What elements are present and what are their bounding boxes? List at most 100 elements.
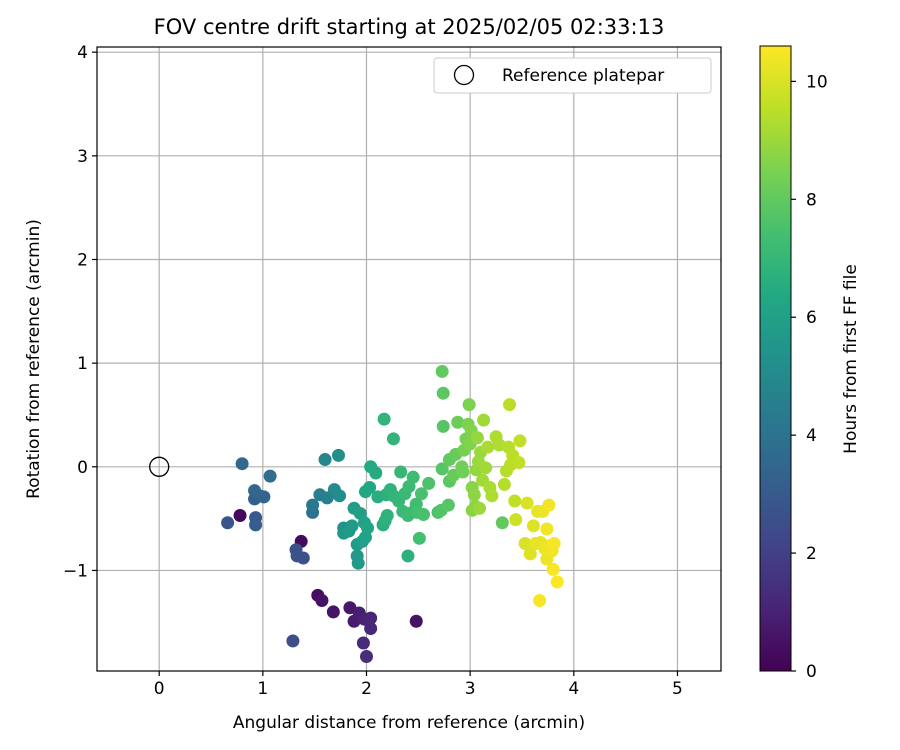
data-point	[485, 489, 499, 503]
data-point	[550, 575, 564, 589]
data-point	[540, 522, 554, 536]
plot-frame	[96, 46, 722, 672]
data-point	[364, 622, 378, 636]
data-point	[472, 501, 486, 515]
data-point	[518, 537, 532, 551]
legend-label: Reference platepar	[502, 66, 664, 86]
data-point	[296, 551, 310, 565]
data-point	[233, 509, 247, 523]
data-point	[361, 521, 375, 535]
reference-point-marker	[149, 456, 170, 477]
data-point	[513, 434, 527, 448]
data-point	[542, 498, 556, 512]
colorbar-ticks: 0 2 4 6 8 10	[791, 72, 828, 682]
data-point	[386, 432, 400, 446]
legend: Reference platepar	[433, 57, 712, 94]
data-point	[481, 440, 495, 454]
x-axis-ticks: 0 1 2 3 4 5	[154, 671, 683, 699]
data-point	[333, 489, 347, 503]
data-point	[380, 509, 394, 523]
grid-lines	[97, 47, 721, 671]
y-tick-label: 1	[77, 354, 88, 374]
colorbar	[759, 45, 792, 672]
data-point	[477, 413, 491, 427]
data-point	[495, 516, 509, 530]
data-point	[435, 364, 449, 378]
x-tick-label: 2	[361, 679, 372, 699]
data-point	[318, 453, 332, 467]
data-point	[467, 488, 481, 502]
data-point	[351, 556, 365, 570]
data-point	[470, 431, 484, 445]
data-point	[306, 498, 320, 512]
y-tick-label: 0	[77, 458, 88, 478]
data-point	[257, 490, 271, 504]
x-tick-label: 0	[154, 679, 165, 699]
data-point	[526, 519, 540, 533]
y-tick-label: −1	[63, 561, 88, 581]
data-point	[497, 477, 511, 491]
data-point	[406, 470, 420, 484]
data-point	[360, 649, 374, 663]
data-point	[422, 476, 436, 490]
data-point	[451, 415, 465, 429]
x-tick-label: 3	[465, 679, 476, 699]
data-point	[332, 448, 346, 462]
data-point	[401, 549, 415, 563]
data-point	[412, 531, 426, 545]
data-point	[364, 611, 378, 625]
colorbar-tick-label: 2	[806, 544, 817, 564]
data-point	[479, 461, 493, 475]
data-point	[286, 634, 300, 648]
data-point	[263, 469, 277, 483]
colorbar-tick-label: 6	[806, 308, 817, 328]
colorbar-tick-label: 0	[806, 662, 817, 682]
data-point	[462, 398, 476, 412]
data-point	[436, 419, 450, 433]
x-tick-label: 5	[672, 679, 683, 699]
data-point	[512, 456, 526, 470]
colorbar-tick-label: 10	[806, 72, 828, 92]
data-point	[533, 594, 547, 608]
data-point	[435, 462, 449, 476]
data-point	[456, 465, 470, 479]
data-point	[441, 498, 455, 512]
colorbar-tick-label: 8	[806, 190, 817, 210]
data-point	[235, 457, 249, 471]
data-point	[546, 562, 560, 576]
x-tick-label: 4	[568, 679, 579, 699]
data-point	[356, 636, 370, 650]
data-point	[221, 516, 235, 530]
y-axis-label: Rotation from reference (arcmin)	[24, 219, 44, 499]
legend-marker-icon	[453, 64, 475, 86]
y-tick-label: 4	[77, 43, 88, 63]
data-point	[409, 614, 423, 628]
data-point	[414, 487, 428, 501]
data-point	[248, 484, 262, 498]
data-point	[363, 481, 377, 495]
x-axis-label: Angular distance from reference (arcmin)	[233, 713, 585, 733]
data-point	[503, 398, 517, 412]
y-axis-ticks: −1 0 1 2 3 4	[63, 43, 97, 581]
y-tick-label: 2	[77, 250, 88, 270]
chart-title: FOV centre drift starting at 2025/02/05 …	[154, 15, 665, 39]
data-point	[523, 547, 537, 561]
legend-box	[433, 57, 712, 94]
data-point	[369, 466, 383, 480]
data-point	[508, 494, 522, 508]
data-point	[547, 537, 561, 551]
data-point	[520, 496, 534, 510]
data-point	[249, 518, 263, 532]
data-point	[315, 594, 329, 608]
colorbar-label: Hours from first FF file	[841, 264, 861, 454]
data-points	[149, 364, 564, 663]
data-point	[345, 519, 359, 533]
data-point	[509, 513, 523, 527]
data-point	[394, 465, 408, 479]
data-point	[436, 386, 450, 400]
x-tick-label: 1	[257, 679, 268, 699]
data-point	[326, 605, 340, 619]
data-point	[377, 412, 391, 426]
y-tick-label: 3	[77, 147, 88, 167]
